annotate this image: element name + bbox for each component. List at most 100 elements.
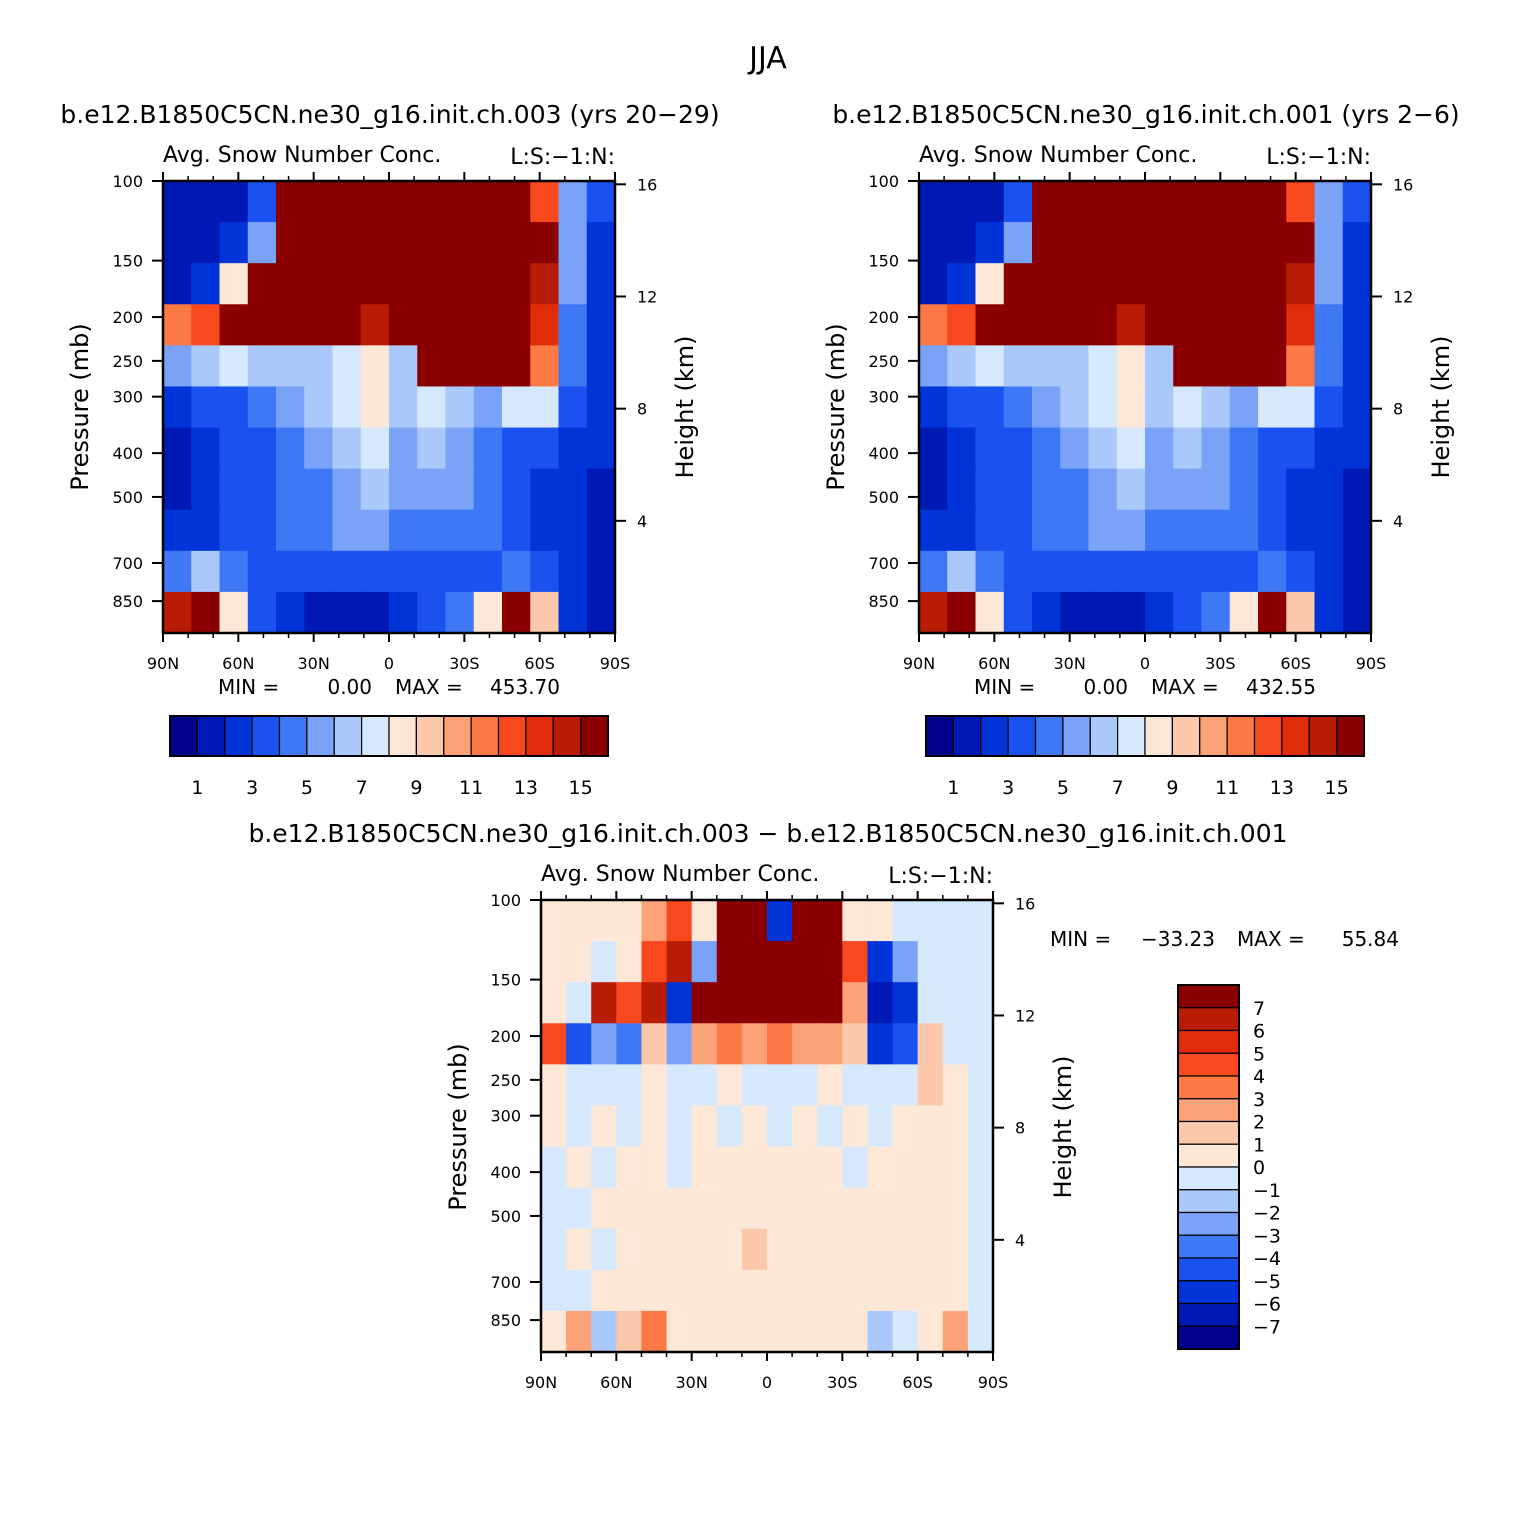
p1-cell bbox=[473, 345, 503, 388]
p3-cell bbox=[792, 1269, 818, 1312]
p3-colorbar-swatch bbox=[1177, 1257, 1240, 1282]
panel-2: b.e12.B1850C5CN.ne30_g16.init.ch.001 (yr… bbox=[822, 100, 1460, 799]
p3-cell bbox=[767, 1105, 793, 1148]
p1-x-tick-label: 30S bbox=[449, 654, 480, 673]
p2-cell bbox=[1088, 591, 1118, 634]
p1-cell bbox=[163, 427, 192, 470]
p1-cell bbox=[219, 304, 249, 346]
p3-cell bbox=[917, 1146, 944, 1189]
panel-2-max-label: MAX = bbox=[1151, 675, 1219, 699]
p3-colorbar-swatch bbox=[1177, 1302, 1240, 1327]
p2-colorbar-swatch bbox=[1007, 715, 1037, 757]
p1-colorbar-swatch bbox=[525, 715, 554, 757]
p3-cell bbox=[867, 982, 894, 1024]
p1-colorbar-swatch bbox=[196, 715, 226, 757]
p2-cell bbox=[1032, 509, 1061, 552]
p2-cell bbox=[1145, 263, 1174, 305]
p2-cell bbox=[1286, 386, 1316, 429]
p2-colorbar-swatch bbox=[1144, 715, 1173, 757]
p3-colorbar-frame bbox=[1177, 984, 1240, 1350]
p2-colorbar-swatch bbox=[1336, 715, 1365, 757]
p1-cell bbox=[530, 427, 560, 470]
p1-cell bbox=[332, 181, 362, 223]
p2-cell bbox=[1201, 345, 1231, 388]
p2-cell bbox=[1173, 345, 1203, 388]
p1-cell bbox=[558, 509, 588, 552]
p2-cell bbox=[1342, 468, 1372, 511]
p3-cell bbox=[641, 1269, 668, 1312]
p3-cell bbox=[666, 1146, 693, 1189]
p1-cell bbox=[389, 222, 418, 264]
p1-colorbar-swatch bbox=[306, 715, 335, 757]
p3-cell bbox=[842, 982, 869, 1024]
p1-colorbar-swatch bbox=[470, 715, 500, 757]
p3-cell bbox=[967, 1269, 994, 1312]
p1-cell bbox=[586, 181, 616, 223]
p2-cell bbox=[1003, 304, 1033, 346]
p3-cell bbox=[892, 1187, 919, 1230]
p3-cell bbox=[591, 941, 617, 983]
panel-2-title: b.e12.B1850C5CN.ne30_g16.init.ch.001 (yr… bbox=[832, 100, 1459, 129]
p1-cell bbox=[558, 427, 588, 470]
p1-y2-tick-label: 16 bbox=[637, 175, 657, 194]
p3-cell bbox=[817, 1146, 843, 1189]
p2-cell bbox=[1088, 427, 1118, 470]
p2-cell bbox=[1286, 427, 1316, 470]
p1-cell bbox=[191, 222, 221, 264]
p2-cell bbox=[919, 263, 948, 305]
p1-y2-tick-label: 8 bbox=[637, 400, 647, 419]
p3-y-tick-label: 700 bbox=[490, 1273, 521, 1292]
p1-cell bbox=[219, 386, 249, 429]
p1-cell bbox=[417, 386, 447, 429]
p1-cell bbox=[417, 222, 447, 264]
p1-cell bbox=[191, 263, 221, 305]
p2-cell bbox=[1286, 509, 1316, 552]
p1-y-tick-label: 250 bbox=[112, 352, 143, 371]
p1-cell bbox=[389, 181, 418, 223]
p3-cell bbox=[867, 941, 894, 983]
p1-cell bbox=[276, 550, 305, 593]
p3-cell bbox=[616, 982, 643, 1024]
p3-cell bbox=[541, 982, 567, 1024]
panel-1-max: 453.70 bbox=[490, 675, 560, 699]
p3-cell bbox=[691, 941, 718, 983]
p3-cell bbox=[767, 1269, 793, 1312]
p2-y2-tick-label: 12 bbox=[1393, 287, 1413, 306]
p3-cell bbox=[817, 1023, 843, 1065]
p1-y-tick-label: 400 bbox=[112, 444, 143, 463]
p1-cell bbox=[586, 550, 616, 593]
p2-cell bbox=[1229, 304, 1259, 346]
p2-cell bbox=[1032, 550, 1061, 593]
p2-cell bbox=[1003, 263, 1033, 305]
p1-y-tick-label: 700 bbox=[112, 554, 143, 573]
p1-cell bbox=[558, 550, 588, 593]
p1-cell bbox=[304, 468, 334, 511]
p2-colorbar-swatch bbox=[1199, 715, 1228, 757]
p2-cell bbox=[1342, 304, 1372, 346]
panel-3-min-label: MIN = bbox=[1050, 927, 1111, 951]
p1-cell bbox=[247, 345, 277, 388]
p1-cell bbox=[247, 427, 277, 470]
p3-cell bbox=[792, 1064, 818, 1107]
p1-cell bbox=[445, 181, 475, 223]
p3-cell bbox=[666, 1023, 693, 1065]
p3-cell bbox=[942, 1146, 969, 1189]
p1-cell bbox=[473, 386, 503, 429]
p1-cell bbox=[445, 550, 475, 593]
p3-cell bbox=[541, 1310, 567, 1353]
p2-cell bbox=[1201, 304, 1231, 346]
p2-cell bbox=[1032, 468, 1061, 511]
p3-cell bbox=[691, 1023, 718, 1065]
p3-cell bbox=[691, 982, 718, 1024]
p2-cell bbox=[1032, 345, 1061, 388]
p2-colorbar-label: 15 bbox=[1325, 777, 1349, 799]
p2-cell bbox=[947, 345, 977, 388]
p3-cell bbox=[741, 1310, 768, 1353]
p2-cell bbox=[1003, 509, 1033, 552]
p3-colorbar-swatch bbox=[1177, 1189, 1240, 1214]
p1-colorbar-swatch bbox=[169, 715, 198, 757]
p3-cell bbox=[716, 941, 743, 983]
p3-colorbar-swatch bbox=[1177, 1029, 1240, 1054]
p1-cell bbox=[530, 345, 560, 388]
p3-cell bbox=[666, 982, 693, 1024]
